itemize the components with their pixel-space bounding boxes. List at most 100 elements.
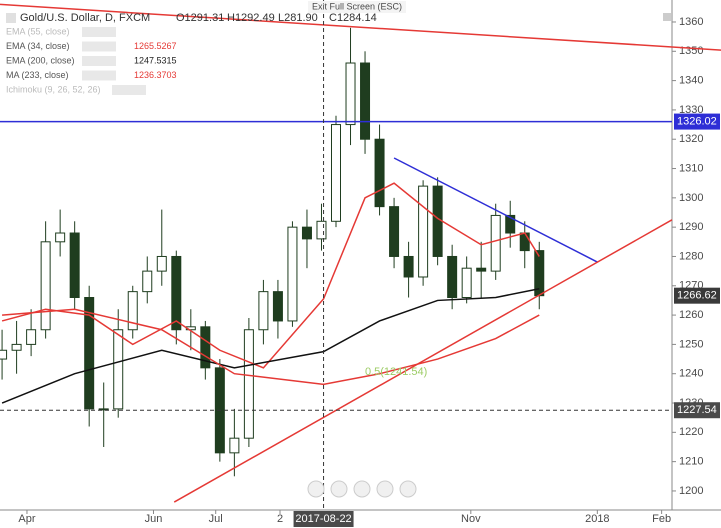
ui: Exit Full Screen (ESC) Gold/U.S. Dollar,… — [6, 1, 671, 498]
candle-body — [272, 291, 283, 322]
y-tick-label: 1250 — [679, 338, 703, 350]
exit-button[interactable]: Exit Full Screen (ESC) — [312, 1, 402, 11]
crosshair-date: 2017-08-22 — [295, 513, 351, 525]
candle-body — [171, 255, 182, 331]
fib-label: 0.5(1241.54) — [365, 366, 427, 378]
indicator-name: EMA (200, close) — [6, 55, 75, 65]
indicator-name: MA (233, close) — [6, 70, 69, 80]
candle-body — [200, 326, 211, 369]
crosshair-price-tag — [674, 402, 720, 419]
indicator-value: 1247.5315 — [134, 55, 177, 65]
candle-body — [113, 329, 124, 410]
zoom-buttons — [307, 480, 417, 498]
candle-body — [229, 437, 240, 454]
candle-body — [287, 226, 298, 322]
candle-body — [331, 124, 341, 222]
level-tag — [674, 113, 720, 130]
candle-body — [40, 241, 51, 331]
x-tick-label: 2018 — [585, 513, 609, 525]
y-tick-label: 1300 — [679, 192, 703, 204]
indicator-controls — [82, 70, 116, 81]
candle-body — [26, 329, 37, 345]
candle-body — [258, 291, 269, 331]
level-tag-label: 1326.02 — [677, 115, 717, 127]
y-tick-label: 1340 — [679, 75, 703, 87]
y-tick-label: 1360 — [679, 16, 703, 28]
indicator-name: Ichimoku (9, 26, 52, 26) — [6, 84, 101, 94]
indicator-controls — [82, 27, 116, 37]
candle-body — [461, 267, 472, 299]
indicator-controls — [82, 41, 116, 52]
symbol-title: Gold/U.S. Dollar, D, FXCM — [20, 12, 150, 24]
indicator-line — [1, 182, 540, 369]
crosshair-price: 1227.54 — [677, 404, 717, 416]
candle-body — [11, 343, 22, 351]
candle-body — [345, 62, 356, 126]
x-tick-label: Jul — [209, 513, 223, 525]
y-tick-label: 1220 — [679, 426, 703, 438]
candle-body — [243, 329, 254, 439]
last-price-tag — [674, 287, 720, 304]
indicator-value: 1265.5267 — [134, 41, 177, 51]
trendline — [0, 3, 721, 51]
y-tick-label: 1310 — [679, 162, 703, 174]
indicator-name: EMA (55, close) — [6, 26, 70, 36]
candle-body — [98, 408, 109, 411]
x-tick-label: Nov — [461, 513, 481, 525]
last-price: 1266.62 — [677, 290, 717, 302]
indicator-name: EMA (34, close) — [6, 41, 70, 51]
y-tick-label: 1200 — [679, 485, 703, 497]
trendline — [173, 219, 673, 503]
candle-body — [490, 214, 501, 272]
x-tick-label: Jun — [145, 513, 163, 525]
candle-body — [301, 226, 312, 240]
trendline — [393, 157, 598, 263]
candle-body — [418, 185, 429, 278]
candle-body — [447, 255, 458, 298]
candle-body — [476, 267, 487, 272]
candle-body — [142, 270, 153, 293]
indicator-controls — [82, 56, 116, 66]
candle-body — [69, 232, 80, 298]
zoom-left[interactable] — [307, 480, 325, 498]
ohlc-value: C1284.14 — [329, 12, 377, 24]
candle-body — [432, 185, 443, 257]
indicator-value: 1236.3703 — [134, 70, 177, 80]
ohlc-value: O1291.31 — [176, 12, 224, 24]
zoom-right[interactable] — [399, 480, 417, 498]
y-tick-label: 1290 — [679, 221, 703, 233]
candle-body — [127, 291, 138, 331]
y-tick-label: 1280 — [679, 250, 703, 262]
y-tick-label: 1330 — [679, 104, 703, 116]
zoom-out[interactable] — [330, 480, 348, 498]
x-tick-label: Apr — [18, 513, 35, 525]
y-tick-label: 1210 — [679, 456, 703, 468]
crosshair-date-tag — [293, 511, 354, 527]
y-tick-label: 1320 — [679, 133, 703, 145]
ohlc-value: L281.90 — [278, 12, 318, 24]
y-tick-label: 1240 — [679, 368, 703, 380]
candle-body — [374, 138, 385, 208]
collapse-icon[interactable] — [6, 13, 16, 23]
candle-body — [84, 297, 95, 410]
candle-body — [316, 220, 327, 240]
candle-body — [156, 255, 167, 272]
settings-icon[interactable] — [663, 13, 671, 21]
candle-body — [55, 232, 66, 243]
x-tick-label: Feb — [652, 513, 671, 525]
exit-button-bg[interactable] — [308, 1, 406, 13]
candle-body — [403, 255, 414, 278]
candle-body — [519, 232, 530, 252]
ohlc-value: H1292.49 — [227, 12, 275, 24]
candle-body — [389, 206, 400, 257]
candle-body — [505, 214, 516, 234]
indicator-controls — [112, 85, 146, 95]
y-tick-label: 1260 — [679, 309, 703, 321]
zoom-in[interactable] — [376, 480, 394, 498]
indicator-line — [2, 308, 540, 386]
zoom-reset[interactable] — [353, 480, 371, 498]
candle-body — [360, 62, 371, 140]
